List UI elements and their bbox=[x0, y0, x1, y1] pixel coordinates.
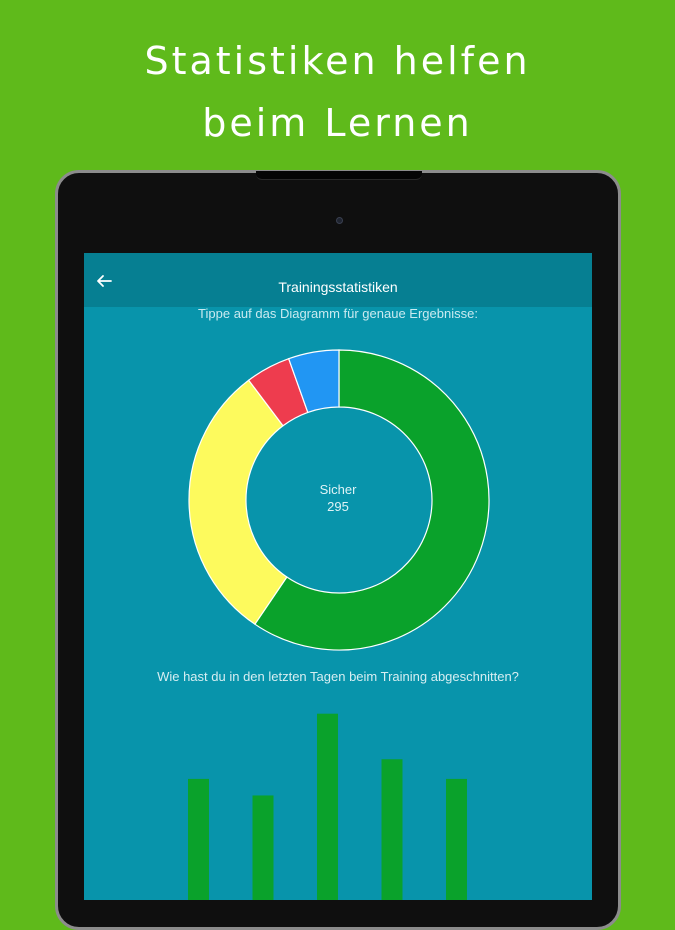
training-bar[interactable] bbox=[252, 795, 274, 900]
arrow-back-icon[interactable] bbox=[92, 269, 116, 293]
headline-line-2: beim Lernen bbox=[202, 101, 473, 145]
training-bar[interactable] bbox=[446, 778, 467, 900]
training-bar[interactable] bbox=[188, 778, 209, 900]
tablet-notch bbox=[256, 171, 422, 180]
headline: Statistiken helfen beim Lernen bbox=[0, 30, 675, 154]
donut-slice[interactable] bbox=[254, 349, 490, 651]
training-bar[interactable] bbox=[317, 713, 338, 900]
donut-center-value: 295 bbox=[327, 499, 349, 514]
chart-hint-text: Tippe auf das Diagramm für genaue Ergebn… bbox=[198, 306, 478, 321]
training-bar[interactable] bbox=[381, 759, 403, 900]
page-title: Trainingsstatistiken bbox=[278, 279, 398, 295]
donut-center-category: Sicher bbox=[319, 482, 357, 497]
training-bar-chart[interactable] bbox=[84, 693, 592, 900]
donut-slice[interactable] bbox=[188, 379, 288, 626]
donut-slice[interactable] bbox=[287, 349, 340, 414]
donut-center-label[interactable]: Sicher 295 bbox=[238, 481, 438, 515]
donut-chart[interactable] bbox=[188, 349, 490, 651]
camera-icon bbox=[336, 217, 343, 224]
app-screen: Trainingsstatistiken Tippe auf das Diagr… bbox=[84, 253, 592, 900]
headline-line-1: Statistiken helfen bbox=[144, 39, 531, 83]
training-question-text: Wie hast du in den letzten Tagen beim Tr… bbox=[157, 669, 519, 684]
app-bar: Trainingsstatistiken bbox=[84, 253, 592, 307]
